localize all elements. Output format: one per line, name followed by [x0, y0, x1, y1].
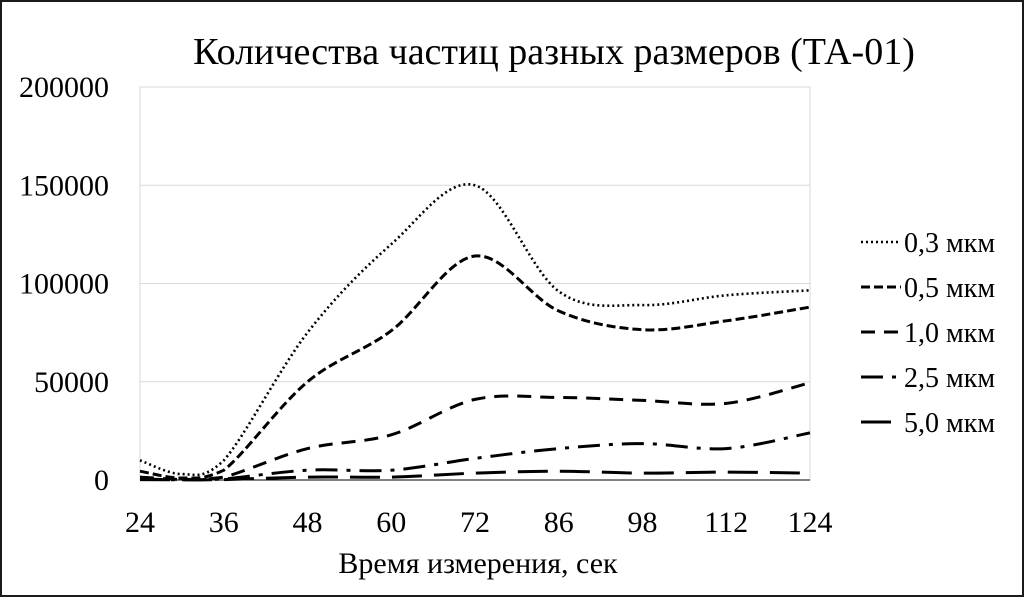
- series-line-1: [139, 183, 811, 477]
- y-axis-tick-labels: 0 50000 100000 150000 200000: [19, 71, 109, 497]
- series-line-4: [139, 431, 811, 482]
- legend-label-3: 1,0 мкм: [904, 318, 995, 349]
- y-tick-label: 200000: [19, 71, 109, 104]
- chart-title: Количества частиц разных размеров (ТА-01…: [193, 31, 915, 73]
- x-tick-label: 36: [209, 506, 239, 539]
- legend-label-1: 0,3 мкм: [904, 228, 995, 259]
- legend-label-5: 5,0 мкм: [904, 408, 995, 439]
- series-line-3: [139, 381, 811, 481]
- x-tick-label: 72: [460, 506, 490, 539]
- x-tick-label: 124: [788, 506, 833, 539]
- x-axis-label: Время измерения, сек: [338, 547, 618, 580]
- x-tick-label: 60: [376, 506, 406, 539]
- legend-label-2: 0,5 мкм: [904, 273, 995, 304]
- y-tick-label: 100000: [19, 268, 109, 301]
- gridlines: [140, 86, 810, 383]
- legend-label-4: 2,5 мкм: [904, 363, 995, 394]
- x-axis-tick-labels: 24 36 48 60 72 86 98 112 124: [125, 506, 833, 539]
- x-tick-label: 24: [125, 506, 155, 539]
- x-tick-label: 98: [628, 506, 658, 539]
- x-tick-label: 48: [293, 506, 323, 539]
- y-tick-label: 150000: [19, 169, 109, 202]
- x-tick-label: 112: [704, 506, 748, 539]
- series-line-2: [139, 254, 811, 480]
- series-line-5: [139, 469, 811, 482]
- y-tick-label: 0: [94, 464, 109, 497]
- x-tick-label: 86: [544, 506, 574, 539]
- y-tick-label: 50000: [34, 366, 109, 399]
- series-lines: [139, 183, 811, 482]
- legend: 0,3 мкм 0,5 мкм 1,0 мкм 2,5 мкм 5,0 мкм: [861, 228, 995, 439]
